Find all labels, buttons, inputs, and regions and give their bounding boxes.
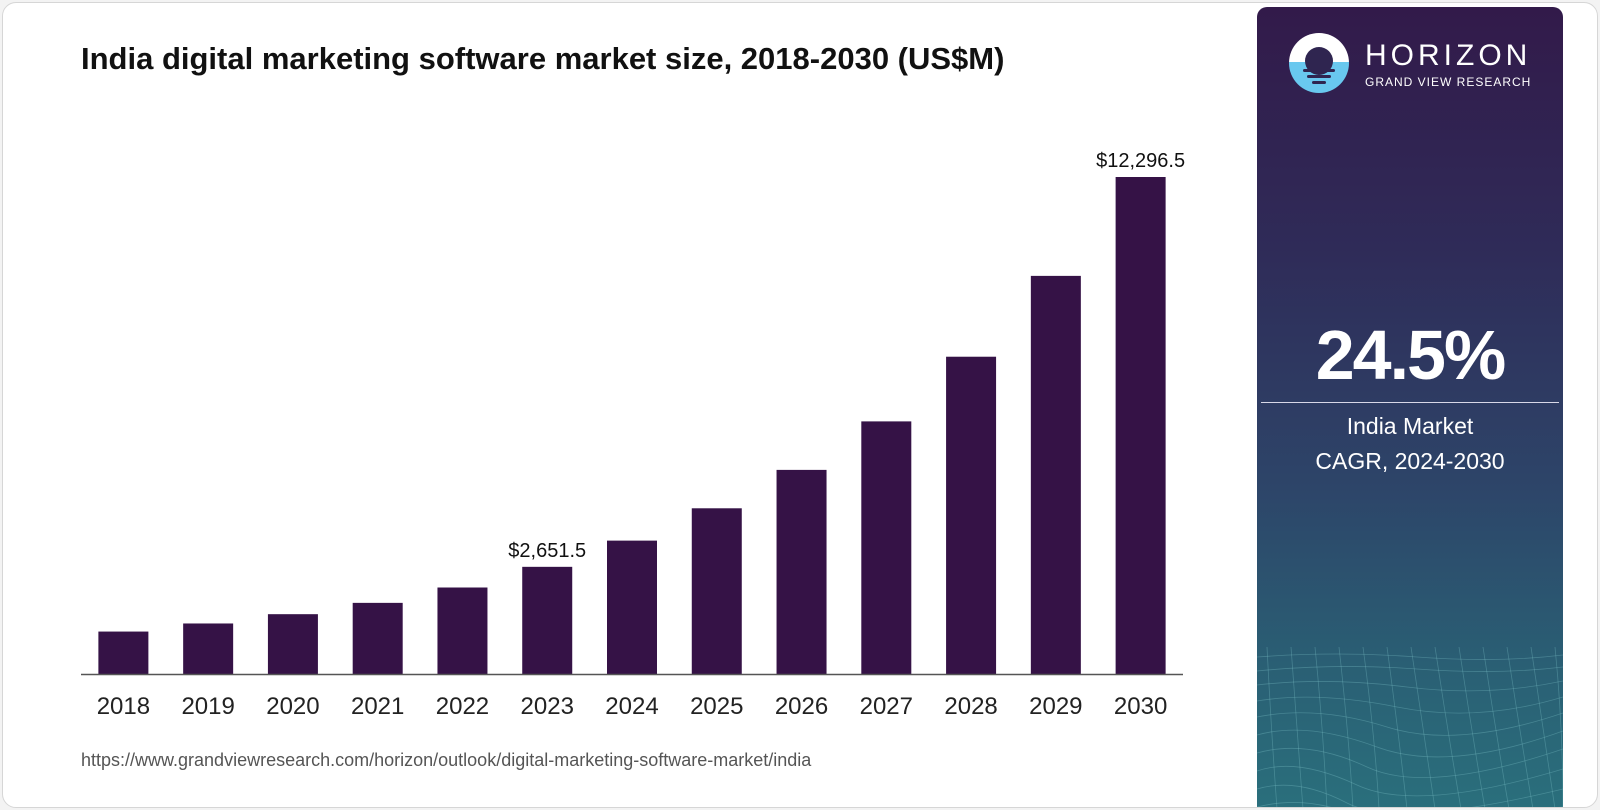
- bar-2021[interactable]: [352, 602, 403, 674]
- x-tick-label-2025: 2025: [690, 693, 743, 720]
- x-tick-label-2019: 2019: [181, 693, 234, 720]
- cagr-label-period: CAGR, 2024-2030: [1315, 448, 1505, 474]
- bar-chart: 2018 2019 2020 2021 2022 2023 2024 2025 2026 2027…: [81, 150, 1185, 720]
- bar-2022[interactable]: [437, 587, 488, 674]
- source-url[interactable]: https://www.grandviewresearch.com/horizo…: [81, 750, 812, 770]
- data-label-2030: $12,296.5: [1096, 150, 1185, 172]
- x-tick-label-2026: 2026: [775, 693, 828, 720]
- bar-2024[interactable]: [607, 540, 657, 674]
- x-tick-label-2028: 2028: [944, 693, 997, 720]
- bar-2018[interactable]: [98, 631, 149, 674]
- x-tick-label-2021: 2021: [351, 693, 404, 720]
- bar-2029[interactable]: [1030, 275, 1081, 674]
- bar-2028[interactable]: [946, 356, 997, 674]
- bar-2023[interactable]: [522, 566, 573, 674]
- bar-2030[interactable]: [1115, 177, 1166, 674]
- bar-2025[interactable]: [691, 508, 742, 674]
- brand-name: HORIZON: [1365, 39, 1532, 72]
- data-label-2023: $2,651.5: [508, 540, 586, 562]
- decorative-mesh: [1257, 647, 1563, 807]
- x-tick-label-2018: 2018: [97, 693, 150, 720]
- bar-2027[interactable]: [861, 421, 912, 674]
- bar-2020[interactable]: [267, 614, 318, 674]
- x-tick-label-2030: 2030: [1114, 693, 1167, 720]
- x-tick-label-2024: 2024: [605, 693, 658, 720]
- stats-sidebar: HORIZON GRAND VIEW RESEARCH 24.5% India …: [1257, 7, 1563, 807]
- bar-2019[interactable]: [183, 623, 234, 674]
- cagr-label-market: India Market: [1346, 413, 1474, 439]
- brand-subtitle: GRAND VIEW RESEARCH: [1365, 75, 1532, 89]
- bar-2026[interactable]: [776, 469, 827, 674]
- sunrise-logo-icon: [1289, 33, 1349, 93]
- cagr-value: 24.5%: [1315, 316, 1506, 394]
- chart-title: India digital marketing software market …: [81, 41, 1005, 76]
- x-tick-label-2023: 2023: [521, 693, 574, 720]
- brand-logo[interactable]: HORIZON GRAND VIEW RESEARCH: [1289, 33, 1549, 95]
- x-tick-label-2020: 2020: [266, 693, 319, 720]
- x-tick-label-2029: 2029: [1029, 693, 1082, 720]
- divider: [1261, 402, 1559, 403]
- x-tick-label-2022: 2022: [436, 693, 489, 720]
- x-tick-label-2027: 2027: [860, 693, 913, 720]
